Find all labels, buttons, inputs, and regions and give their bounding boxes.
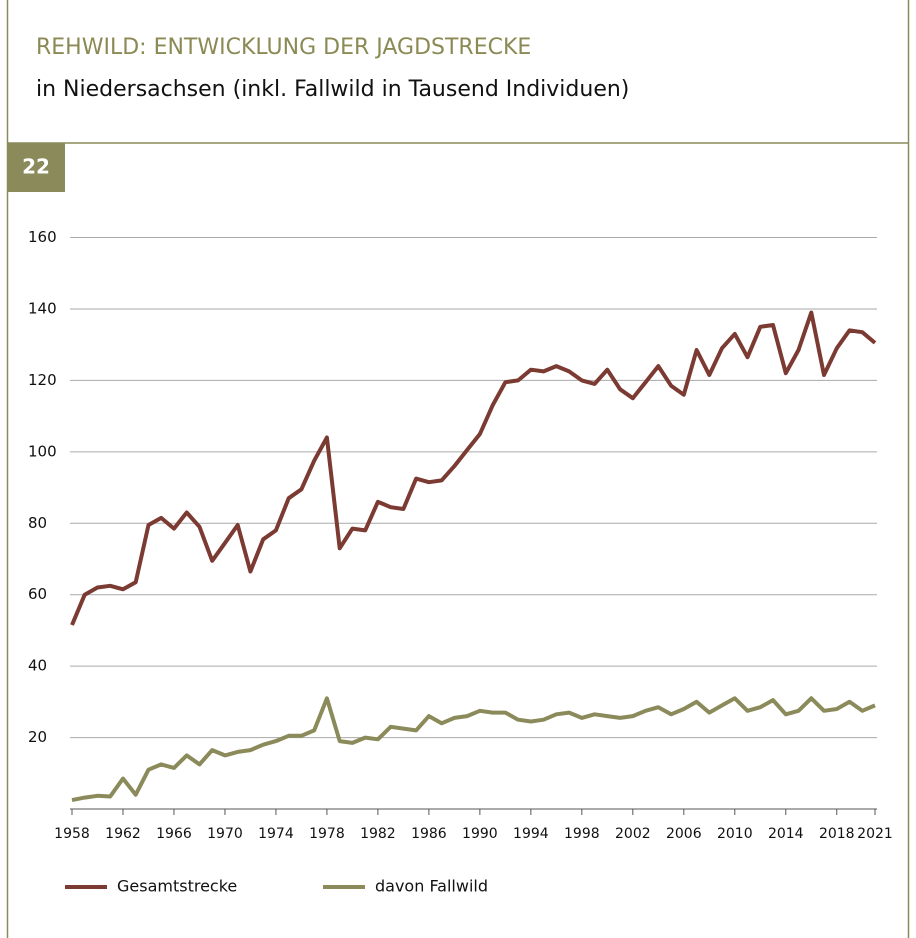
x-tick-label: 1962: [105, 826, 141, 842]
x-tick-label: 2018: [819, 826, 855, 842]
x-tick-label: 1970: [207, 826, 243, 842]
x-tick-label: 2002: [615, 826, 651, 842]
y-tick-label: 100: [28, 442, 57, 460]
x-tick-label: 1998: [564, 826, 600, 842]
x-tick-label: 1994: [513, 826, 549, 842]
badge: 22: [22, 155, 50, 179]
x-tick-label: 1978: [309, 826, 345, 842]
badge-box: [8, 143, 65, 192]
y-tick-label: 120: [28, 371, 57, 389]
frame: [6, 0, 910, 938]
x-tick-label: 1958: [54, 826, 90, 842]
x-tick-label: 1990: [462, 826, 498, 842]
x-tick-label: 1986: [411, 826, 447, 842]
series-line: [70, 310, 877, 626]
x-tick-label: 2021: [857, 826, 893, 842]
y-tick-label: 60: [28, 585, 47, 603]
x-tick-label: 1966: [156, 826, 192, 842]
y-tick-label: 40: [28, 657, 47, 675]
y-tick-label: 160: [28, 228, 57, 246]
x-tick-label: 2010: [717, 826, 753, 842]
series-line: [71, 696, 876, 803]
y-tick-label: 80: [28, 514, 47, 532]
legend-label: davon Fallwild: [375, 877, 488, 896]
y-tick-label: 20: [28, 728, 47, 746]
chart-title: REHWILD: ENTWICKLUNG DER JAGDSTRECKE: [36, 35, 531, 60]
x-tick-label: 2006: [666, 826, 702, 842]
y-tick-label: 140: [28, 299, 57, 317]
x-tick-label: 1982: [360, 826, 396, 842]
legend-label: Gesamtstrecke: [117, 877, 237, 896]
x-tick-label: 1974: [258, 826, 294, 842]
x-tick-label: 2014: [768, 826, 804, 842]
chart-subtitle: in Niedersachsen (inkl. Fallwild in Taus…: [36, 77, 629, 102]
